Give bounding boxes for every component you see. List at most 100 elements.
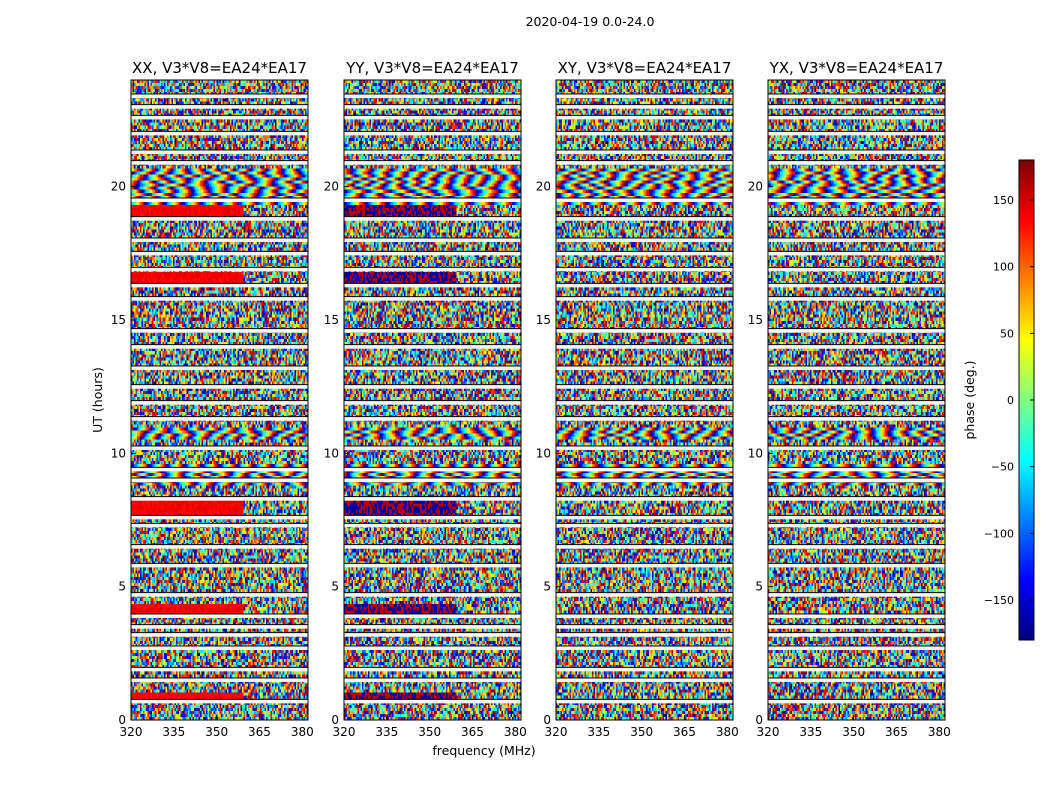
x-tick-label: 350	[418, 725, 441, 739]
flag-gap	[768, 624, 945, 629]
flag-gap	[768, 267, 945, 272]
flag-gap	[556, 115, 733, 120]
flag-gap	[344, 328, 521, 333]
y-tick-label: 10	[111, 446, 126, 460]
flag-gap	[131, 328, 308, 333]
x-tick-label: 365	[248, 725, 271, 739]
flag-gap	[556, 416, 733, 421]
panel-title-xx: XX, V3*V8=EA24*EA17	[132, 59, 307, 77]
y-axis-label: UT (hours)	[90, 367, 105, 433]
y-tick-label: 20	[536, 180, 551, 194]
x-tick-label: 320	[333, 725, 356, 739]
flag-gap	[344, 624, 521, 629]
x-tick-label: 350	[842, 725, 865, 739]
flag-gap	[131, 131, 308, 136]
y-tick-label: 15	[748, 313, 763, 327]
flag-gap	[556, 624, 733, 629]
y-tick-label: 20	[111, 180, 126, 194]
flag-gap	[344, 384, 521, 389]
x-tick-label: 365	[673, 725, 696, 739]
panel-yx: YX, V3*V8=EA24*EA17 320 335 350 365 380 0 5 10 15…	[748, 59, 951, 739]
flag-gap	[556, 216, 733, 221]
flag-gap	[131, 283, 308, 288]
flag-gap	[768, 667, 945, 672]
flag-gap	[344, 467, 521, 472]
phase-heatmap-yx	[768, 80, 945, 720]
flag-gap	[556, 523, 733, 528]
flag-gap	[344, 160, 521, 165]
flag-gap	[344, 496, 521, 501]
flag-gap	[131, 699, 308, 704]
flag-gap	[131, 198, 308, 202]
y-tick-label: 15	[536, 313, 551, 327]
flag-gap	[556, 160, 733, 165]
flag-gap	[768, 678, 945, 682]
flag-gap	[131, 544, 308, 549]
y-tick-label: 10	[324, 446, 339, 460]
flag-gap	[768, 416, 945, 421]
flag-gap	[556, 344, 733, 349]
flag-gap	[556, 238, 733, 242]
flag-gap	[131, 104, 308, 109]
y-tick-label: 5	[331, 580, 339, 594]
panel-frame	[555, 79, 734, 721]
flag-gap	[768, 115, 945, 120]
flag-gap	[131, 267, 308, 272]
colorbar-tick-label: 100	[993, 261, 1014, 274]
colorbar-tick-label: 50	[1000, 327, 1014, 340]
flag-gap	[556, 592, 733, 597]
flag-gap	[556, 150, 733, 154]
panel-title-yy: YY, V3*V8=EA24*EA17	[345, 59, 519, 77]
flag-gap	[556, 515, 733, 520]
colorbar-label: phase (deg.)	[962, 361, 977, 440]
flag-gap	[768, 216, 945, 221]
flag-gap	[556, 632, 733, 637]
flag-gap	[131, 160, 308, 165]
flag-gap	[556, 384, 733, 389]
x-tick-label: 350	[630, 725, 653, 739]
panel-xy: XY, V3*V8=EA24*EA17 320 335 350 365 380 0 5 10 15…	[536, 59, 739, 739]
flag-gap	[131, 624, 308, 629]
phase-heatmap-yy	[344, 80, 521, 720]
flag-gap	[344, 94, 521, 98]
y-tick-label: 0	[118, 713, 126, 727]
flag-gap	[768, 344, 945, 349]
flag-gap	[344, 446, 521, 450]
flag-gap	[768, 563, 945, 568]
flag-gap	[768, 131, 945, 136]
flag-gap	[131, 467, 308, 472]
flag-gap	[556, 366, 733, 370]
flag-gap	[344, 699, 521, 704]
flag-gap	[131, 614, 308, 618]
x-tick-label: 380	[928, 725, 951, 739]
flag-gap	[768, 592, 945, 597]
x-tick-label: 365	[885, 725, 908, 739]
x-tick-label: 365	[461, 725, 484, 739]
flag-gap	[344, 632, 521, 637]
panel-title-yx: YX, V3*V8=EA24*EA17	[769, 59, 944, 77]
flag-gap	[768, 198, 945, 202]
y-tick-label: 5	[755, 580, 763, 594]
flag-gap	[768, 384, 945, 389]
flag-gap	[768, 251, 945, 256]
figure-suptitle: 2020-04-19 0.0-24.0	[526, 14, 655, 29]
flag-gap	[768, 446, 945, 450]
flag-gap	[556, 478, 733, 482]
flag-gap	[344, 296, 521, 301]
flag-gap	[768, 515, 945, 520]
flag-gap	[768, 632, 945, 637]
flag-gap	[131, 251, 308, 256]
flag-gap	[131, 515, 308, 520]
x-tick-label: 320	[757, 725, 780, 739]
y-tick-label: 0	[755, 713, 763, 727]
flag-gap	[768, 150, 945, 154]
flag-gap	[556, 467, 733, 472]
flag-gap	[768, 544, 945, 549]
flag-gap	[344, 563, 521, 568]
flag-gap	[131, 344, 308, 349]
flag-gap	[344, 592, 521, 597]
flag-gap	[131, 632, 308, 637]
y-tick-label: 20	[748, 180, 763, 194]
colorbar-tick-label: 150	[993, 194, 1014, 207]
